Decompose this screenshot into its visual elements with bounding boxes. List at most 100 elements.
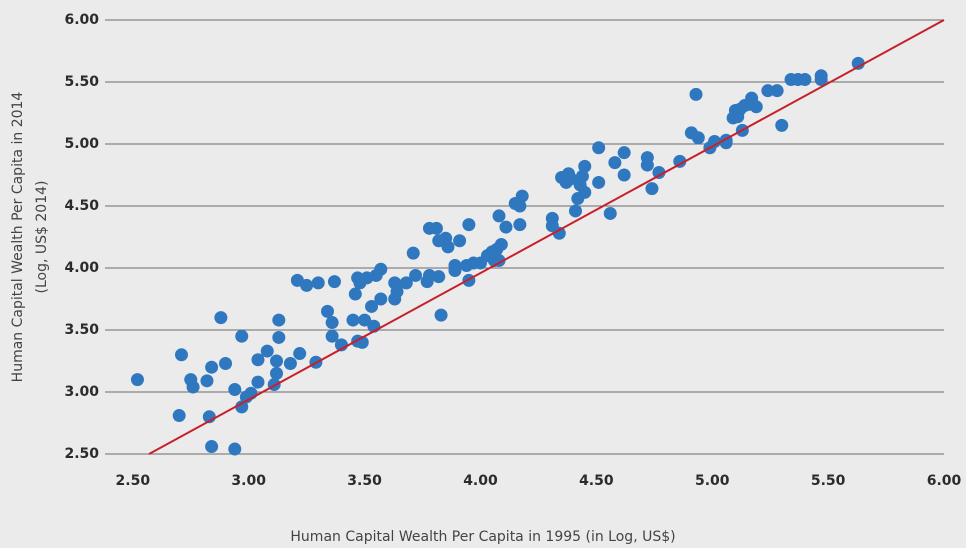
point <box>235 400 249 414</box>
point <box>346 313 360 327</box>
point <box>235 329 249 343</box>
point <box>441 240 455 254</box>
point <box>205 360 219 374</box>
y-tick-label: 4.50 <box>64 198 99 214</box>
point <box>578 185 592 199</box>
point <box>673 154 687 168</box>
y-tick-label: 5.50 <box>64 74 99 90</box>
point <box>515 189 529 203</box>
point <box>575 169 589 183</box>
point <box>513 199 527 213</box>
point <box>462 218 476 232</box>
x-tick-label: 3.00 <box>231 473 266 489</box>
point <box>434 308 448 322</box>
y-axis-label: Human Capital Wealth Per Capita in 2014 … <box>10 92 50 383</box>
y-tick-label: 6.00 <box>64 12 99 28</box>
point <box>374 262 388 276</box>
point <box>617 168 631 182</box>
point <box>770 84 784 98</box>
point <box>214 311 228 325</box>
point <box>172 409 186 423</box>
point <box>311 276 325 290</box>
point <box>174 348 188 362</box>
point <box>200 374 214 388</box>
point <box>358 313 372 327</box>
point <box>592 141 606 155</box>
point <box>272 313 286 327</box>
reference-line <box>148 19 945 455</box>
point <box>270 366 284 380</box>
point <box>399 276 413 290</box>
point <box>325 329 339 343</box>
y-tick-label: 5.00 <box>64 136 99 152</box>
point <box>409 268 423 282</box>
point <box>374 292 388 306</box>
point <box>513 218 527 232</box>
point <box>775 118 789 132</box>
point <box>283 356 297 370</box>
x-tick-label: 2.50 <box>116 473 151 489</box>
point <box>272 330 286 344</box>
point <box>219 356 233 370</box>
point <box>348 287 362 301</box>
point <box>603 206 617 220</box>
x-tick-label: 3.50 <box>347 473 382 489</box>
point <box>645 182 659 196</box>
point <box>708 135 722 149</box>
point <box>552 226 566 240</box>
point <box>617 146 631 160</box>
point <box>320 304 334 318</box>
point <box>689 87 703 101</box>
point <box>390 285 404 299</box>
point <box>652 166 666 180</box>
point <box>429 221 443 235</box>
point <box>406 246 420 260</box>
point <box>851 56 865 70</box>
x-tick-label: 4.50 <box>579 473 614 489</box>
point <box>494 237 508 251</box>
point <box>251 375 265 389</box>
x-axis-label: Human Capital Wealth Per Capita in 1995 … <box>290 529 675 545</box>
point <box>448 263 462 277</box>
x-tick-label: 5.50 <box>811 473 846 489</box>
point <box>228 383 242 397</box>
point <box>691 131 705 145</box>
y-tick-label: 4.00 <box>64 260 99 276</box>
point <box>749 100 763 114</box>
y-tick-label: 2.50 <box>64 446 99 462</box>
point <box>270 354 284 368</box>
point <box>228 442 242 456</box>
x-tick-label: 5.00 <box>695 473 730 489</box>
point <box>568 204 582 218</box>
point <box>492 209 506 223</box>
point <box>251 353 265 367</box>
y-axis-label-line: Human Capital Wealth Per Capita in 2014 <box>10 92 26 383</box>
point <box>130 373 144 387</box>
point <box>578 159 592 173</box>
x-tick-label: 6.00 <box>927 473 962 489</box>
point <box>300 278 314 292</box>
point <box>325 316 339 330</box>
y-tick-label: 3.50 <box>64 322 99 338</box>
point <box>260 344 274 358</box>
point <box>327 275 341 289</box>
point <box>761 84 775 98</box>
point <box>798 73 812 87</box>
point <box>564 172 578 186</box>
x-tick-label: 4.00 <box>463 473 498 489</box>
point <box>365 299 379 313</box>
point <box>293 347 307 361</box>
point <box>640 158 654 172</box>
point <box>608 156 622 170</box>
point <box>719 136 733 150</box>
point <box>205 440 219 454</box>
y-tick-label: 3.00 <box>64 384 99 400</box>
point <box>453 234 467 248</box>
point <box>499 220 513 234</box>
point <box>814 73 828 87</box>
point <box>592 175 606 189</box>
point <box>432 270 446 284</box>
